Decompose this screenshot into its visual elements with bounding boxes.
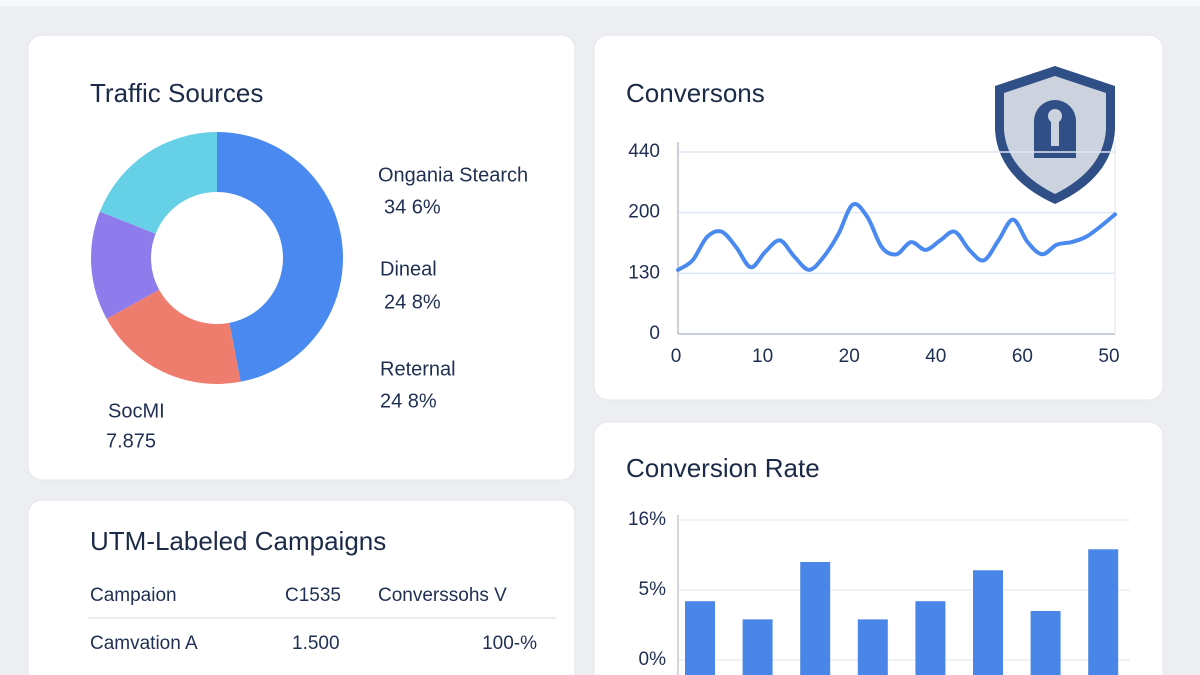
table-cell: 100-%	[482, 633, 537, 654]
x-tick-label: 60	[1012, 346, 1033, 367]
legend-name: Dineal	[380, 258, 437, 280]
x-tick-label: 50	[1098, 346, 1119, 367]
card-title: UTM-Labeled Campaigns	[90, 526, 386, 556]
x-tick-label: 0	[671, 346, 682, 367]
legend-value: 24 8%	[380, 390, 437, 412]
legend-value: 34 6%	[384, 196, 441, 218]
conversion-rate-card	[593, 421, 1164, 675]
legend-name: SocMI	[108, 400, 165, 422]
table-header: C1535	[285, 585, 341, 606]
shield-icon	[995, 66, 1115, 204]
legend-value: 7.875	[106, 430, 156, 452]
x-tick-label: 10	[752, 346, 773, 367]
line-series	[676, 202, 1117, 272]
bar	[685, 601, 715, 675]
donut-slice	[91, 211, 160, 319]
y-tick-label: 16%	[628, 509, 666, 530]
bar	[1030, 611, 1061, 675]
bar	[973, 570, 1003, 675]
y-tick-label: 200	[628, 202, 660, 223]
y-tick-label: 5%	[639, 579, 667, 600]
donut-slice	[217, 132, 344, 382]
top-bar	[0, 0, 1200, 6]
bar	[742, 619, 773, 675]
card-title: Conversion Rate	[626, 453, 820, 483]
y-tick-label: 0%	[639, 649, 667, 670]
table-cell: Camvation A	[90, 633, 198, 654]
card-title: Conversons	[626, 78, 765, 108]
card-title: Traffic Sources	[90, 78, 263, 108]
table-header: Campaion	[90, 585, 177, 606]
bar	[857, 619, 888, 675]
legend-value: 24 8%	[384, 291, 441, 313]
y-tick-label: 440	[628, 141, 660, 162]
y-tick-label: 0	[649, 323, 660, 344]
bar	[800, 562, 831, 675]
table-header: Converssohs V	[378, 585, 507, 606]
campaigns-card	[27, 499, 576, 675]
donut-slice	[106, 289, 241, 384]
donut-slice	[99, 132, 217, 234]
x-tick-label: 40	[925, 346, 946, 367]
bar	[915, 601, 946, 675]
legend-name: Reternal	[380, 358, 456, 380]
bar	[1088, 549, 1119, 675]
y-tick-label: 130	[628, 262, 660, 283]
table-cell: 1.500	[292, 633, 340, 654]
legend-name: Ongania Stearch	[378, 164, 528, 186]
x-tick-label: 20	[839, 346, 860, 367]
